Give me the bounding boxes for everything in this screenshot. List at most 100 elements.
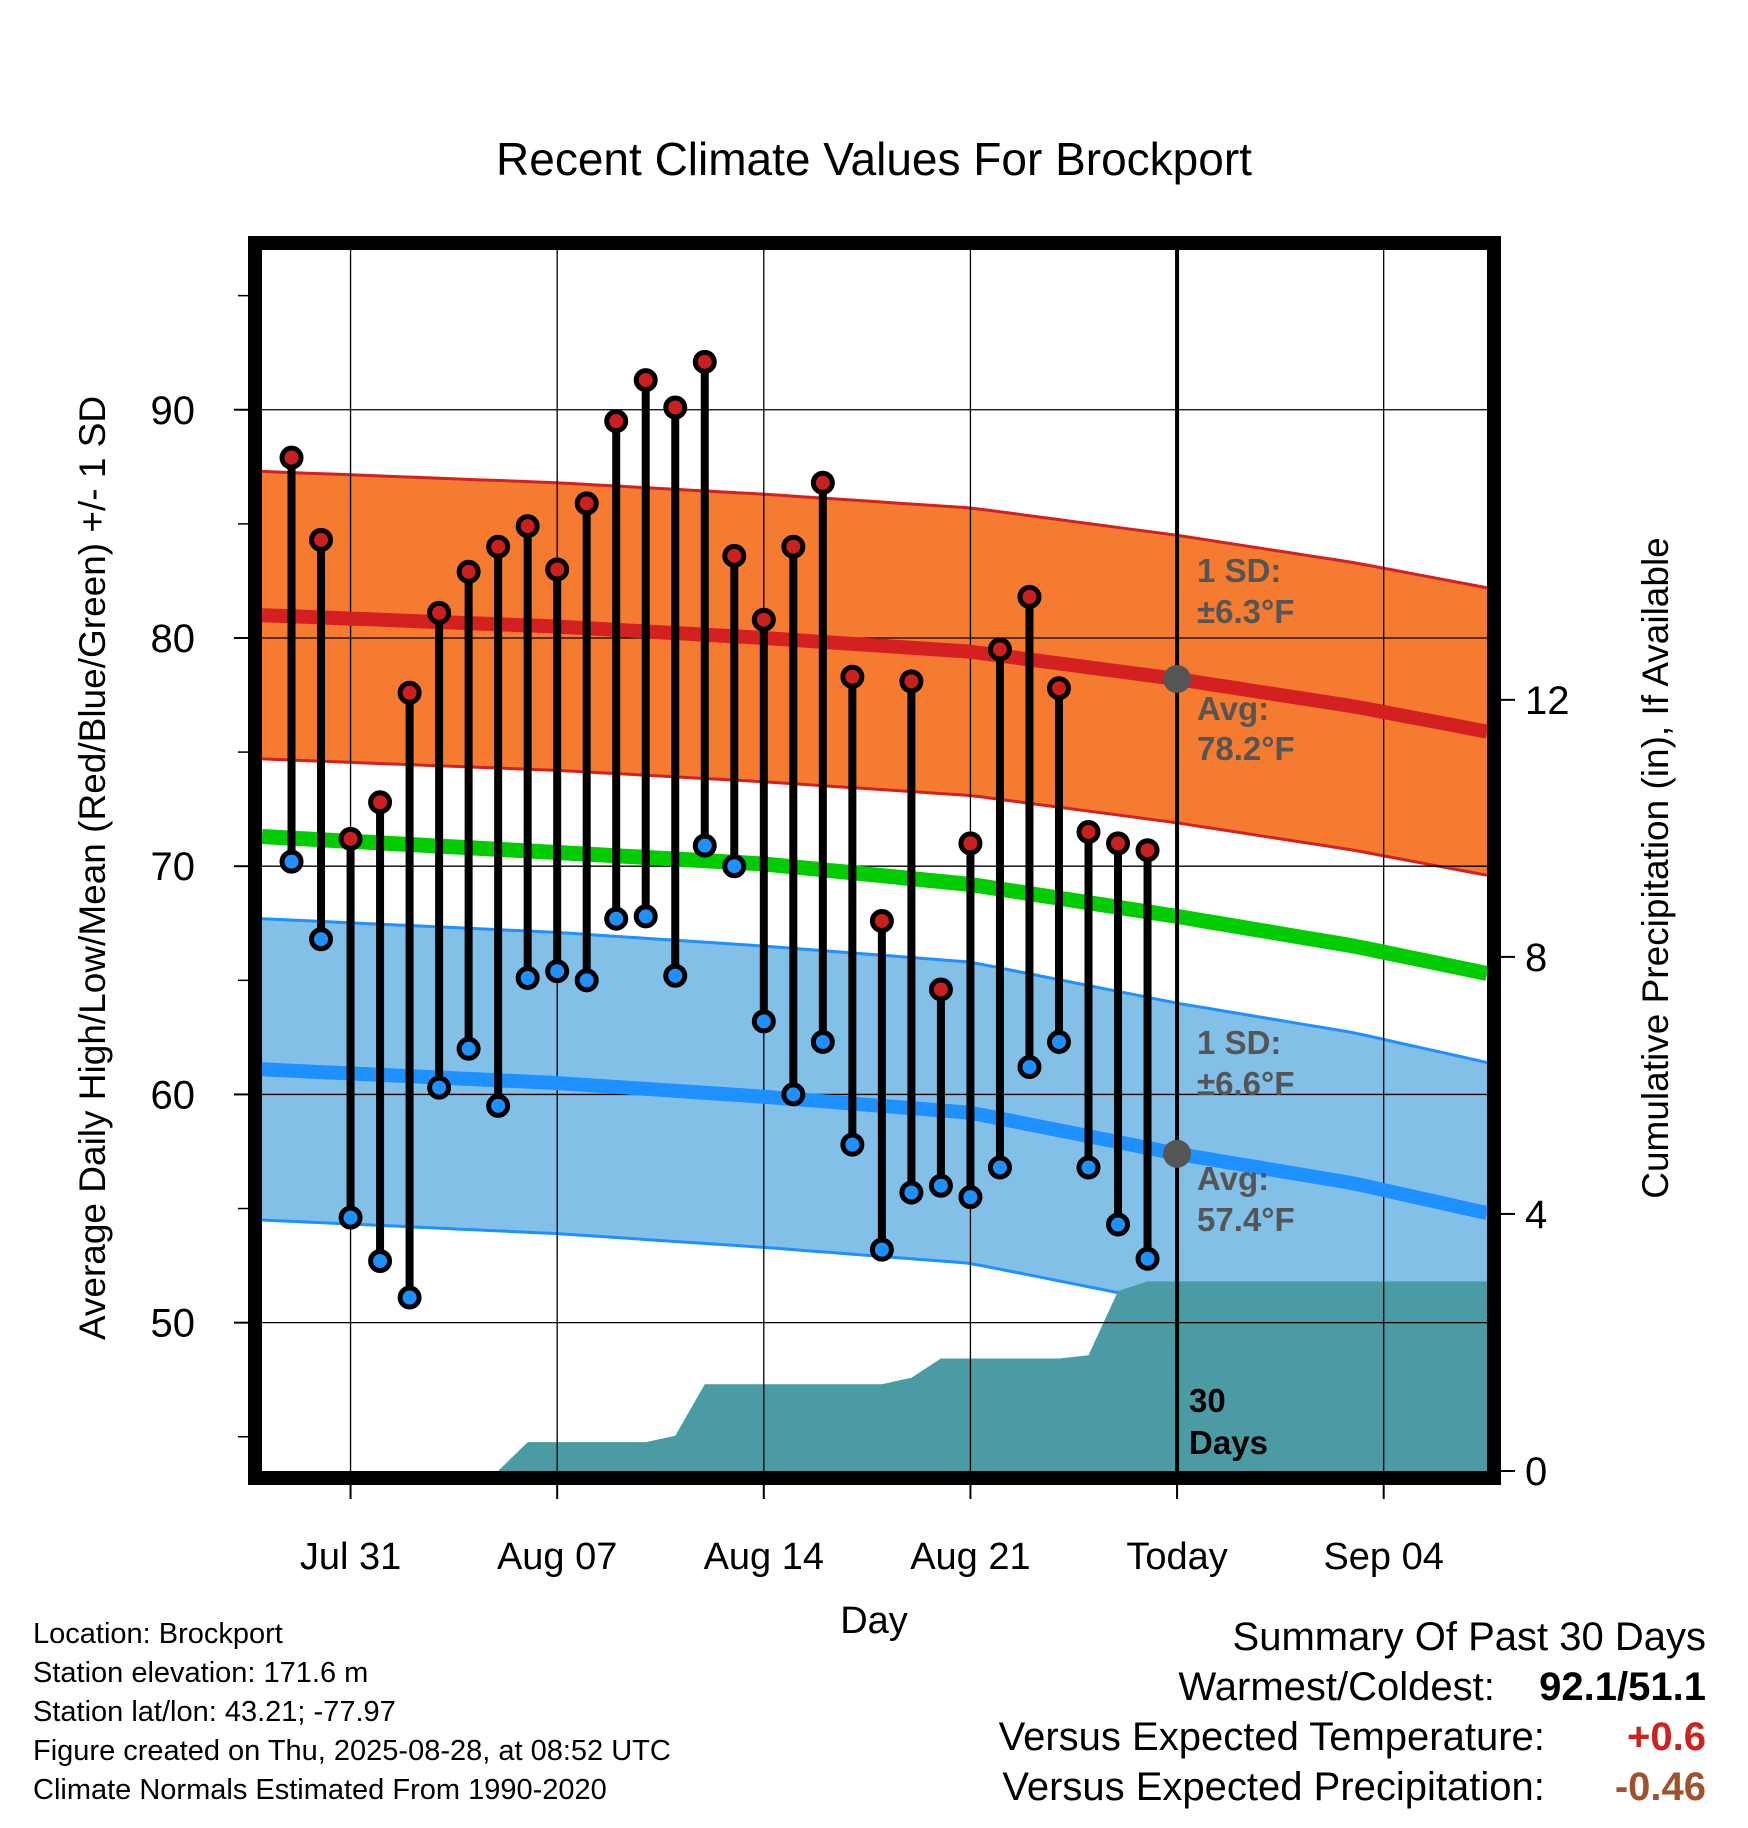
daily-low-point [1017, 1055, 1042, 1080]
daily-high-point [309, 527, 334, 552]
summary-precip-row: Versus Expected Precipitation: -0.46 [999, 1762, 1706, 1812]
daily-high-point [1106, 831, 1131, 856]
daily-high-point [840, 664, 865, 689]
daily-high-point [279, 445, 304, 470]
precip-anomaly-value: -0.46 [1614, 1765, 1706, 1809]
high-avg-value: 78.2°F [1197, 730, 1295, 767]
daily-high-point [486, 534, 511, 559]
daily-low-point [279, 849, 304, 874]
daily-high-point [1076, 819, 1101, 844]
latlon-text: Station lat/lon: 43.21; -77.97 [33, 1696, 396, 1728]
daily-high-point [899, 669, 924, 694]
low-avg-label: Avg: [1197, 1160, 1269, 1197]
axes: Jul 31 Aug 07 Aug 14 Aug 21 Today Sep 04 50 60 7… [151, 236, 1570, 1578]
daily-high-point [515, 514, 540, 539]
daily-low-point [810, 1029, 835, 1054]
daily-high-point [781, 534, 806, 559]
daily-low-point [928, 1173, 953, 1198]
y2-tick-label: 4 [1525, 1193, 1547, 1237]
daily-low-point [663, 963, 688, 988]
y2-tick-label: 12 [1525, 679, 1570, 723]
daily-high-point [958, 831, 983, 856]
daily-high-point [810, 470, 835, 495]
x-tick-label: Aug 21 [910, 1536, 1030, 1578]
normal-low-line [262, 1062, 1487, 1220]
days-value-label: 30 [1189, 1382, 1226, 1419]
daily-high-point [633, 368, 658, 393]
daily-low-point [987, 1155, 1012, 1180]
daily-high-point [1017, 584, 1042, 609]
daily-low-point [515, 966, 540, 991]
daily-low-point [1135, 1246, 1160, 1271]
precip-label: Versus Expected Precipitation: [1002, 1765, 1545, 1809]
plot-frame [248, 236, 1501, 1485]
high-sd-label: 1 SD: [1197, 552, 1281, 589]
plot-area [262, 250, 1487, 1471]
y-tick-label: 90 [151, 389, 196, 433]
daily-low-point [751, 1009, 776, 1034]
normals-text: Climate Normals Estimated From 1990-2020 [33, 1774, 607, 1806]
y2-tick-label: 8 [1525, 936, 1547, 980]
daily-low-point [781, 1082, 806, 1107]
daily-low-point [309, 927, 334, 952]
chart-title: Recent Climate Values For Brockport [496, 133, 1252, 185]
daily-low-point [899, 1180, 924, 1205]
daily-high-point [574, 491, 599, 516]
daily-low-point [692, 833, 717, 858]
daily-high-point [1135, 838, 1160, 863]
y2-tick-label: 0 [1525, 1450, 1547, 1494]
y-tick-label: 80 [151, 617, 196, 661]
y2-axis-label: Cumulative Precipitation (in), If Availa… [1635, 537, 1676, 1199]
daily-high-point [722, 543, 747, 568]
today-low-normal-dot [1163, 1139, 1192, 1168]
daily-high-point [368, 790, 393, 815]
daily-low-point [338, 1205, 363, 1230]
summary-temp-row: Versus Expected Temperature: +0.6 [999, 1712, 1706, 1762]
high-sd-value: ±6.3°F [1197, 593, 1294, 630]
temp-label: Versus Expected Temperature: [998, 1715, 1545, 1759]
elevation-text: Station elevation: 171.6 m [33, 1657, 369, 1689]
daily-high-point [338, 826, 363, 851]
created-text: Figure created on Thu, 2025-08-28, at 08… [33, 1735, 671, 1767]
daily-low-point [427, 1075, 452, 1100]
daily-low-point [958, 1185, 983, 1210]
daily-low-point [397, 1285, 422, 1310]
temp-anomaly-value: +0.6 [1627, 1715, 1706, 1759]
daily-low-point [1046, 1029, 1071, 1054]
x-tick-label: Jul 31 [300, 1536, 401, 1578]
station-info: Location: Brockport Station elevation: 1… [33, 1615, 671, 1810]
y-axis-label: Average Daily High/Low/Mean (Red/Blue/Gr… [72, 396, 113, 1340]
precip-area [262, 1281, 1487, 1471]
daily-low-point [604, 906, 629, 931]
daily-high-point [427, 600, 452, 625]
daily-low-point [486, 1093, 511, 1118]
y-tick-label: 50 [151, 1302, 196, 1346]
y-tick-label: 60 [151, 1073, 196, 1117]
daily-high-point [1046, 676, 1071, 701]
warm-cold-value: 92.1/51.1 [1539, 1665, 1706, 1709]
daily-high-point [397, 680, 422, 705]
low-avg-value: 57.4°F [1197, 1201, 1295, 1238]
high-sd-upper-edge [262, 469, 1487, 590]
location-text: Location: Brockport [33, 1618, 283, 1650]
low-sd-label: 1 SD: [1197, 1024, 1281, 1061]
daily-high-point [663, 395, 688, 420]
warm-cold-label: Warmest/Coldest: [1178, 1665, 1495, 1709]
y-tick-label: 70 [151, 845, 196, 889]
summary-warm-cold-row: Warmest/Coldest: 92.1/51.1 [999, 1662, 1707, 1712]
daily-high-point [692, 349, 717, 374]
x-tick-label: Sep 04 [1323, 1536, 1443, 1578]
daily-low-point [1106, 1212, 1131, 1237]
days-text-label: Days [1189, 1424, 1268, 1461]
x-tick-label: Today [1126, 1536, 1227, 1578]
daily-low-point [722, 854, 747, 879]
daily-high-point [987, 637, 1012, 662]
daily-low-point [1076, 1155, 1101, 1180]
daily-low-point [869, 1237, 894, 1262]
daily-low-point [633, 904, 658, 929]
daily-low-point [840, 1132, 865, 1157]
daily-high-point [928, 977, 953, 1002]
summary-heading: Summary Of Past 30 Days [1232, 1615, 1706, 1659]
